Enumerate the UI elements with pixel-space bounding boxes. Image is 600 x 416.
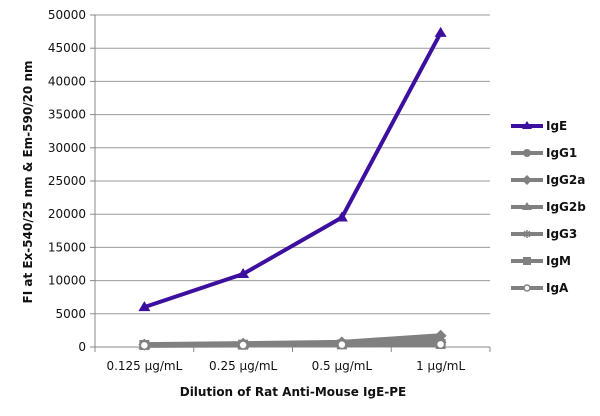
legend-item-igg2b: IgG2b [511,200,586,214]
y-tick-label: 40000 [48,74,86,88]
data-point-marker [523,149,531,157]
y-tick-label: 15000 [48,240,86,254]
y-tick-label: 10000 [48,274,86,288]
legend-item-igg1: IgG1 [511,146,577,160]
legend-label: IgG2b [546,200,586,214]
y-axis-title: FI at Ex-540/25 nm & Em-590/20 nm [21,61,35,304]
data-point-marker [139,340,150,351]
legend-item-ige: IgE [511,119,567,133]
y-tick-label: 30000 [48,141,86,155]
series-line [143,31,443,310]
series-ige [138,26,447,312]
data-point-marker [335,211,348,222]
data-point-marker [523,284,531,292]
legend-item-igg2a: IgG2a [511,173,585,187]
x-tick-label: 0.5 µg/mL [312,359,373,373]
x-axis: 0.125 µg/mL 0.25 µg/mL 0.5 µg/mL 1 µg/mL [94,346,491,373]
series-line [144,341,441,348]
data-point-marker [523,257,531,265]
data-point-marker [434,26,447,37]
data-point-marker [337,339,347,350]
legend-label: IgG3 [546,227,577,241]
legend: IgE IgG1 IgG2a IgG2b IgG3 IgM IgA [511,119,586,295]
legend-label: IgE [546,119,567,133]
x-tick-label: 1 µg/mL [416,359,465,373]
legend-label: IgM [546,254,571,268]
y-tick-label: 20000 [48,207,86,221]
legend-item-igm: IgM [511,254,571,268]
legend-label: IgG1 [546,146,577,160]
data-point-marker [522,175,532,185]
data-point-marker [523,230,531,238]
data-point-marker [237,267,250,278]
y-tick-label: 25000 [48,174,86,188]
series-lines [138,26,447,351]
x-axis-title: Dilution of Rat Anti-Mouse IgE-PE [180,385,407,399]
y-tick-label: 50000 [48,8,86,22]
series-iga [139,339,446,351]
x-tick-label: 0.125 µg/mL [106,359,182,373]
y-tick-label: 0 [78,340,86,354]
legend-item-iga: IgA [511,281,569,295]
data-point-marker [522,202,532,210]
gridlines [95,14,490,315]
y-axis: 0 5000 10000 15000 20000 25000 30000 35000 40000… [48,8,96,354]
legend-label: IgA [546,281,569,295]
data-point-marker [522,121,532,129]
data-point-marker [435,339,446,350]
legend-label: IgG2a [546,173,585,187]
x-tick-label: 0.25 µg/mL [209,359,278,373]
data-point-marker [238,340,248,350]
y-tick-label: 35000 [48,108,86,122]
data-point-marker [138,301,151,312]
y-tick-label: 5000 [55,307,86,321]
y-tick-label: 45000 [48,41,86,55]
legend-item-igg3: IgG3 [511,227,577,241]
